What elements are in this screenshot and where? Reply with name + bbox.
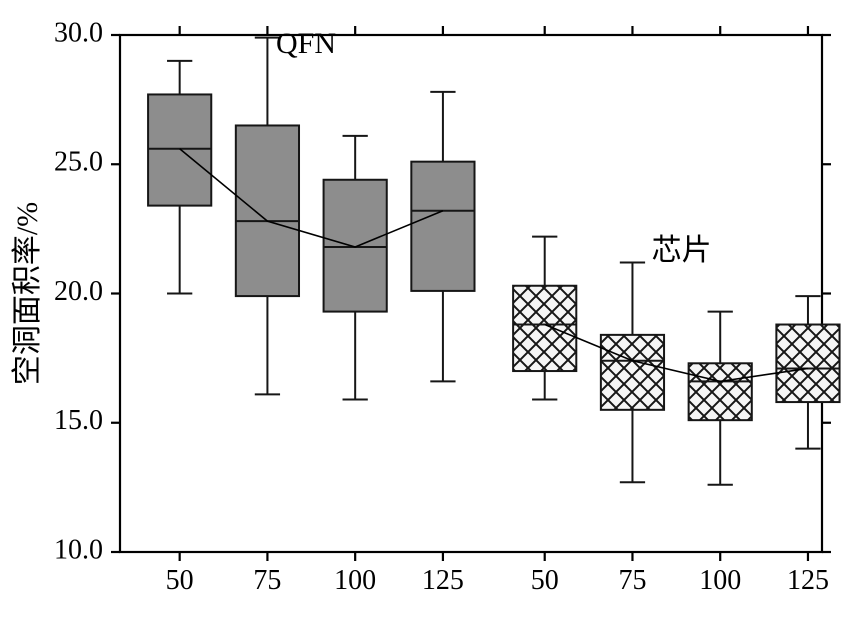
x-tick-label: 125 bbox=[422, 565, 464, 596]
y-tick-label: 15.0 bbox=[54, 405, 103, 436]
x-tick-label: 50 bbox=[531, 565, 559, 596]
box bbox=[148, 94, 211, 205]
y-axis-label: 空洞面积率/% bbox=[11, 202, 44, 385]
series-label: QFN bbox=[276, 27, 336, 60]
y-tick-label: 25.0 bbox=[54, 147, 103, 178]
box bbox=[776, 325, 839, 403]
x-tick-label: 50 bbox=[166, 565, 194, 596]
box bbox=[513, 286, 576, 371]
x-tick-label: 75 bbox=[253, 565, 281, 596]
box bbox=[411, 162, 474, 291]
x-tick-label: 75 bbox=[618, 565, 646, 596]
box bbox=[689, 363, 752, 420]
y-tick-label: 30.0 bbox=[54, 17, 103, 48]
y-tick-label: 10.0 bbox=[54, 534, 103, 565]
boxplot-chart: 10.0 15.0 20.0 25.0 30.0 空洞面积率/% 50 75 100 125 50 7… bbox=[0, 0, 857, 618]
box bbox=[601, 335, 664, 410]
box bbox=[236, 125, 299, 296]
y-tick-label: 20.0 bbox=[54, 276, 103, 307]
series-label: 芯片 bbox=[652, 234, 712, 267]
box bbox=[324, 180, 387, 312]
x-tick-label: 100 bbox=[699, 565, 741, 596]
x-tick-label: 100 bbox=[334, 565, 376, 596]
chart-svg: 10.0 15.0 20.0 25.0 30.0 空洞面积率/% 50 75 100 125 50 7… bbox=[0, 0, 857, 618]
x-tick-label: 125 bbox=[787, 565, 829, 596]
